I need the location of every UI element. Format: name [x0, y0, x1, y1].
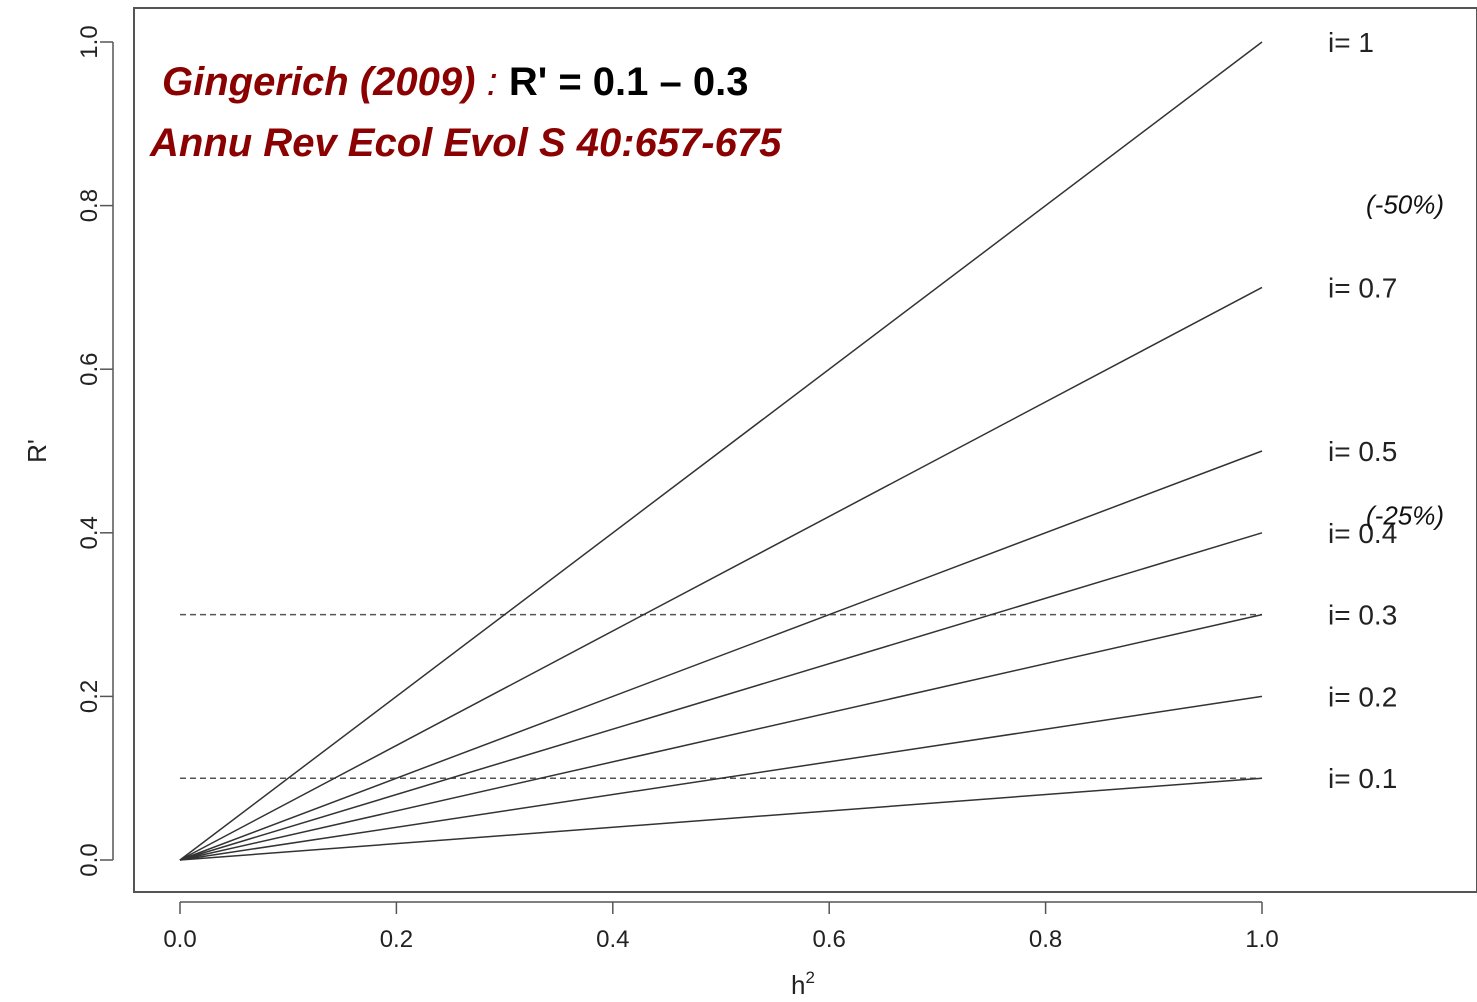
y-tick-label: 0.0	[76, 843, 103, 876]
series-label: i= 0.1	[1328, 763, 1397, 794]
series-label: i= 0.3	[1328, 600, 1397, 631]
y-tick-label: 0.6	[76, 353, 103, 386]
citation-journal-line: Annu Rev Ecol Evol S 40:657-675	[150, 121, 781, 166]
y-tick-label: 1.0	[76, 25, 103, 58]
plot-frame	[133, 7, 1477, 893]
series-label: i= 0.7	[1328, 272, 1397, 303]
series-line	[179, 286, 1263, 861]
series-label: i= 0.4	[1328, 518, 1397, 549]
x-tick-label: 1.0	[1245, 926, 1278, 953]
series-line	[179, 613, 1263, 861]
citation-journal: Annu Rev Ecol Evol S 40:657-675	[150, 121, 782, 165]
series-lines	[179, 41, 1263, 861]
formula-text: R' = 0.1 – 0.3	[508, 60, 749, 104]
series-line	[179, 532, 1263, 861]
citation-colon: :	[486, 60, 498, 104]
x-tick-label: 0.6	[813, 926, 846, 953]
series-label: i= 1	[1328, 27, 1374, 58]
x-tick-label: 0.8	[1029, 926, 1062, 953]
percent-annotations: (-50%) (-25%)	[1366, 190, 1444, 531]
citation-formula-line: Gingerich (2009) : R' = 0.1 – 0.3	[162, 60, 748, 105]
y-axis-title: R'	[22, 439, 52, 463]
series-line	[179, 41, 1263, 861]
series-line	[179, 450, 1263, 861]
y-tick-label: 0.8	[76, 189, 103, 222]
y-tick-label: 0.2	[76, 680, 103, 713]
series-label: i= 0.5	[1328, 436, 1397, 467]
y-axis: 0.0 0.2 0.4 0.6 0.8 1.0	[76, 25, 114, 877]
x-tick-label: 0.2	[380, 926, 413, 953]
x-axis-title-superscript: 2	[806, 968, 815, 987]
x-axis: 0.0 0.2 0.4 0.6 0.8 1.0	[163, 901, 1279, 953]
percent-annotation: (-50%)	[1366, 190, 1444, 220]
x-axis-title: h2	[791, 968, 815, 1000]
citation-author: Gingerich (2009)	[162, 60, 476, 104]
percent-annotation: (-25%)	[1366, 500, 1444, 530]
y-tick-label: 0.4	[76, 516, 103, 549]
series-line	[179, 777, 1263, 861]
series-labels: i= 1 i= 0.7 i= 0.5 i= 0.4 i= 0.3 i= 0.2 i= 0.1	[1328, 27, 1397, 794]
x-tick-label: 0.4	[596, 926, 629, 953]
series-label: i= 0.2	[1328, 681, 1397, 712]
series-line	[179, 695, 1263, 861]
x-tick-label: 0.0	[163, 926, 196, 953]
